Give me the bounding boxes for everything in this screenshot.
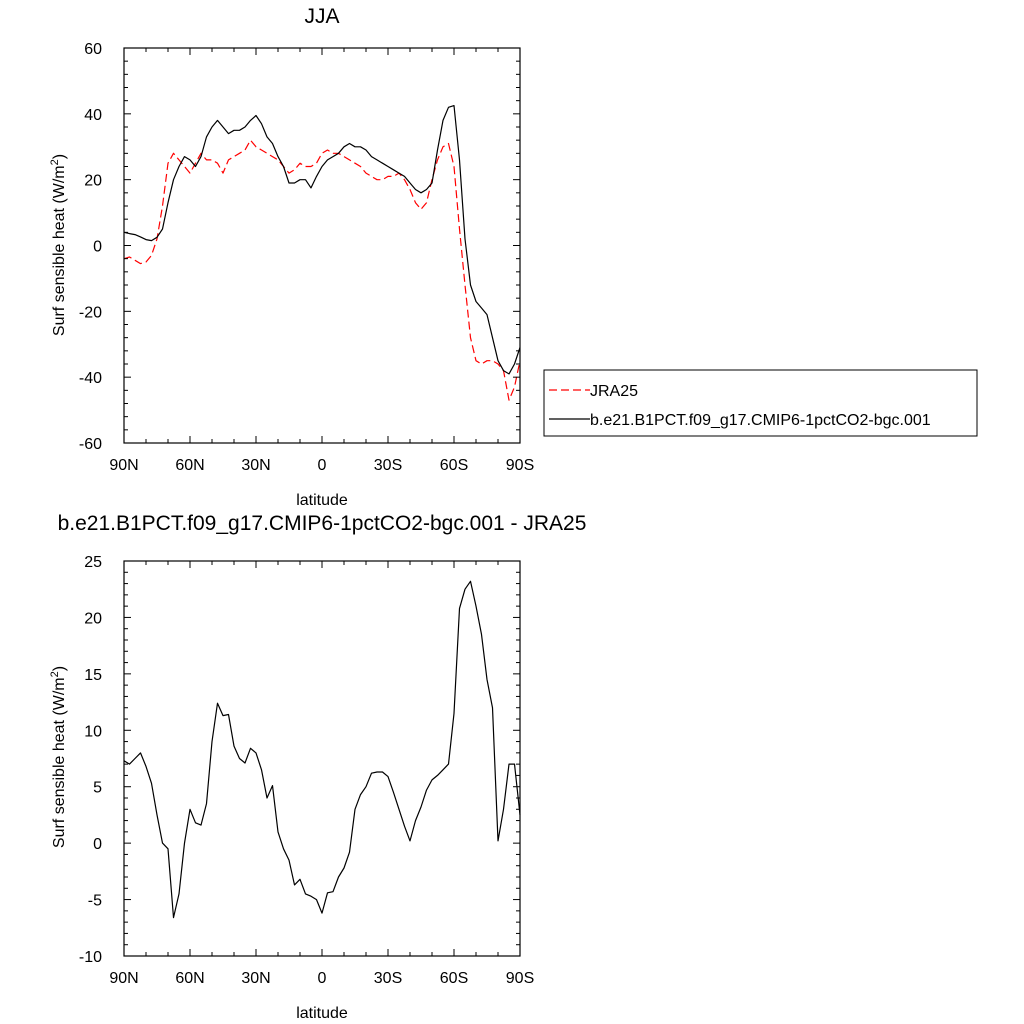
top-xtick-label: 90N [109,457,138,474]
bottom-xtick-label: 30N [241,970,270,987]
top-ytick-label: 40 [84,107,102,124]
top-ytick-label: 60 [84,41,102,58]
bottom-ytick-label: 25 [84,554,102,571]
bottom-series-0-line [123,580,521,919]
top-panel: JJA 90N 60N 30N 0 30S 60S 90S-60-40-200204060 … [49,5,978,509]
legend: JRA25 b.e21.B1PCT.f09_g17.CMIP6-1pctCO2-… [543,369,978,437]
bottom-ytick-label: -5 [88,893,102,910]
top-ytick-label: 0 [93,239,102,256]
bottom-xtick-label: 90S [506,970,534,987]
legend-jra25-label: JRA25 [590,383,638,400]
bottom-xtick-label: 90N [109,970,138,987]
bottom-frame [123,560,521,957]
top-xtick-label: 90S [506,457,534,474]
bottom-panel-title: b.e21.B1PCT.f09_g17.CMIP6-1pctCO2-bgc.00… [58,512,587,535]
top-ytick-label: -40 [79,370,102,387]
bottom-panel: b.e21.B1PCT.f09_g17.CMIP6-1pctCO2-bgc.00… [49,512,586,1022]
top-plot-area: 90N 60N 30N 0 30S 60S 90S -60 -40 -20 0 20 40 60 [79,41,534,474]
bottom-ytick-label: 15 [84,667,102,684]
bottom-panel-ylabel: Surf sensible heat (W/m2) [49,666,68,848]
top-xtick-label: 30N [241,457,270,474]
bottom-panel-xlabel: latitude [296,1005,348,1022]
bottom-ytick-label: 0 [93,836,102,853]
bottom-ylabel-superscript: 2 [49,671,61,677]
top-ylabel-superscript: 2 [49,159,61,165]
bottom-ylabel-end: ) [51,666,68,671]
bottom-xtick-label: 30S [374,970,402,987]
bottom-plot-area: 90N 60N 30N 0 30S 60S 90S -10 -5 0 5 10 15 20 25 [79,554,534,987]
top-series-0-line [123,139,521,401]
top-xtick-label: 60S [440,457,468,474]
bottom-ytick-label: 10 [84,723,102,740]
legend-model-label: b.e21.B1PCT.f09_g17.CMIP6-1pctCO2-bgc.00… [590,412,931,429]
top-ytick-label: -60 [79,436,102,453]
top-series-1-line [123,104,521,375]
top-panel-title: JJA [304,5,339,28]
bottom-ytick-label: 20 [84,610,102,627]
top-xtick-label: 60N [175,457,204,474]
bottom-ytick-label: -10 [79,949,102,966]
bottom-ylabel-main: Surf sensible heat (W/m [51,677,68,848]
top-ylabel-end: ) [51,154,68,159]
bottom-xtick-label: 60S [440,970,468,987]
bottom-xtick-label: 0 [318,970,327,987]
top-panel-xlabel: latitude [296,492,348,509]
top-ytick-label: -20 [79,304,102,321]
top-panel-ylabel: Surf sensible heat (W/m2) [49,154,68,336]
top-xtick-label: 30S [374,457,402,474]
legend-box [543,369,978,437]
top-xtick-label: 0 [318,457,327,474]
bottom-ytick-label: 5 [93,780,102,797]
bottom-xtick-label: 60N [175,970,204,987]
top-ytick-label: 20 [84,173,102,190]
top-ylabel-main: Surf sensible heat (W/m [51,165,68,336]
